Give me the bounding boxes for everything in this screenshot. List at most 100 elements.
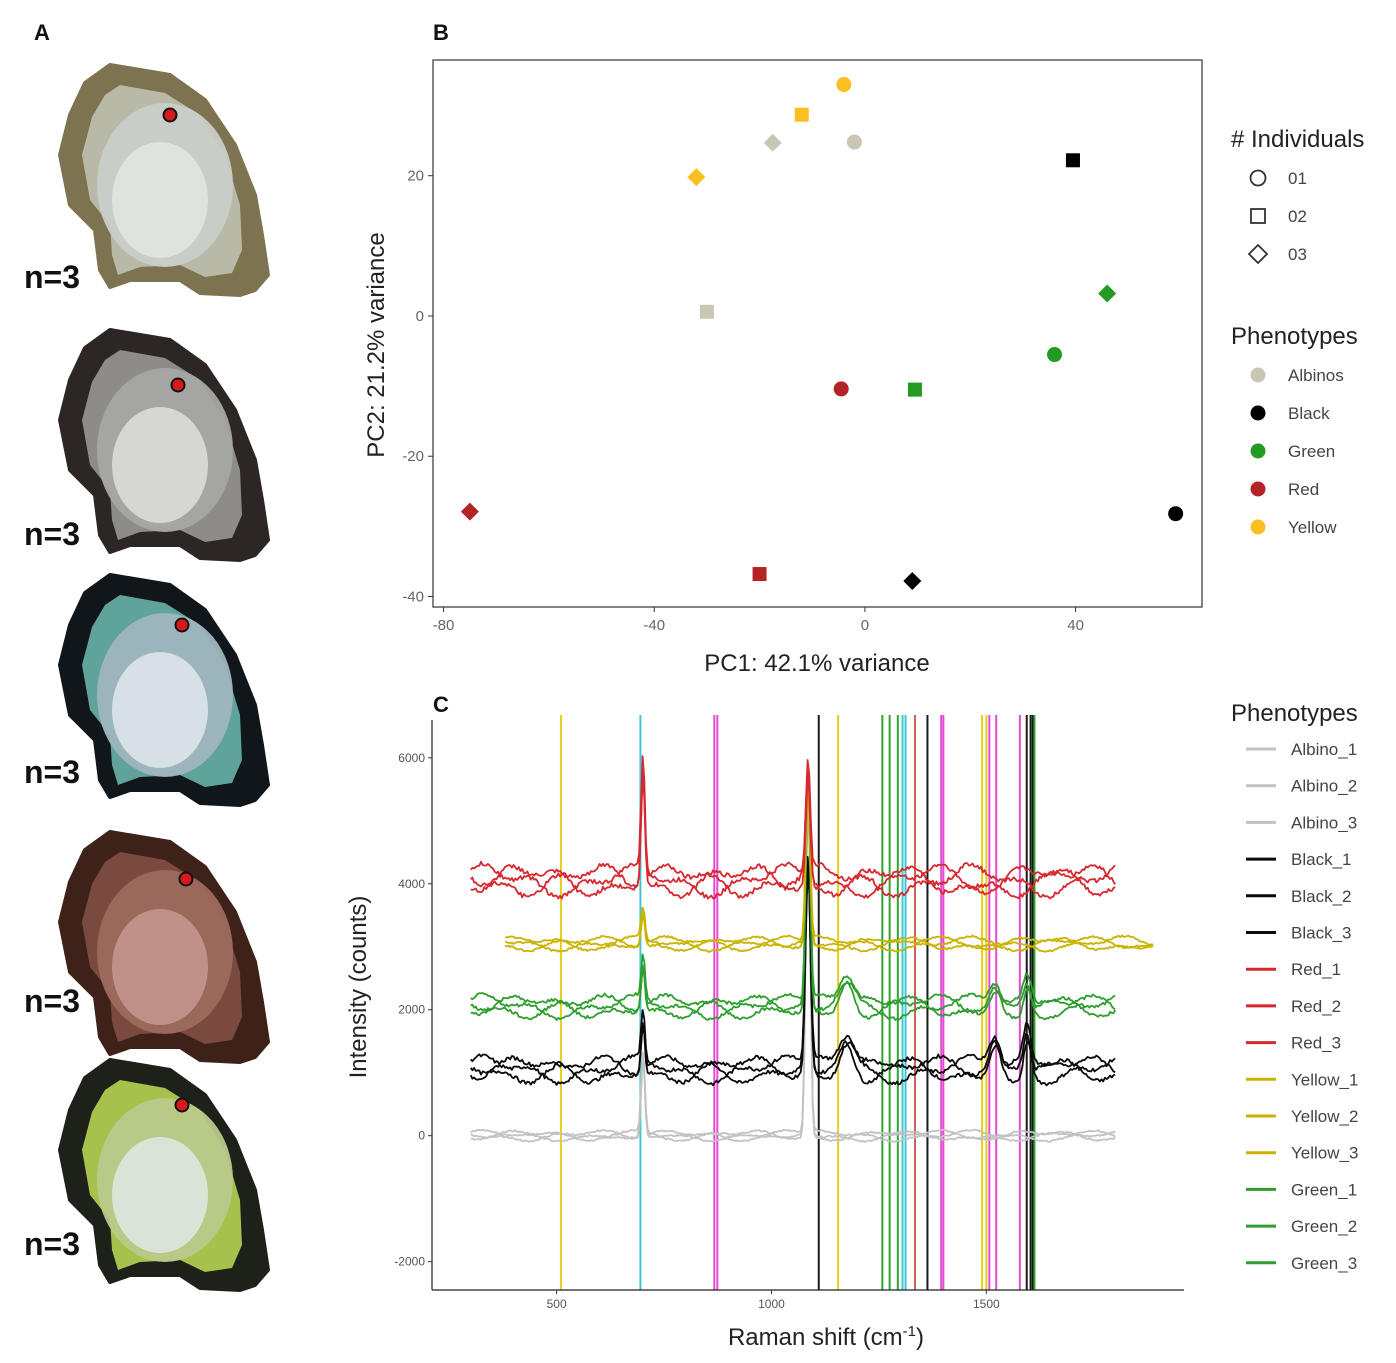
legend-shape-label: 03 [1288,245,1307,264]
legend-color-label: Black [1288,404,1330,423]
spectrum-yellow-1 [504,778,1154,953]
legend-series-label: Green_1 [1291,1180,1357,1199]
pca-point-green [907,382,922,397]
x-tick-label: 1500 [973,1297,1000,1311]
pca-y-axis-label: PC2: 21.2% variance [363,232,390,457]
legend-shape-circle-icon [1249,169,1267,187]
spectrum-red-3 [470,774,1116,900]
pca-point-black [1168,506,1184,522]
shell-photo: n=3 [24,63,270,297]
x-tick-label: -40 [643,617,665,634]
shell-nacre-highlight [112,652,208,768]
legend-series-label: Black_2 [1291,887,1351,906]
legend-series-label: Yellow_3 [1291,1144,1358,1163]
legend-color-label: Red [1288,480,1319,499]
legend-color-label: Green [1288,442,1335,461]
y-tick-label: -2000 [394,1255,425,1269]
shell-photo: n=3 [24,328,270,562]
x-tick-label: 0 [861,617,869,634]
raman-legend: Phenotypes Albino_1 Albino_2 Albino_3 Black… [1231,700,1358,1273]
sampling-point-marker [178,871,194,887]
raman-spectra-plot: 500 1000 1500 6000 4000 2000 0 -2000 Raman shif… [345,715,1184,1351]
color-legend: Albinos Black Green Red Yellow [1250,366,1344,537]
legend-series-label: Black_1 [1291,850,1351,869]
raman-legend-items: Albino_1 Albino_2 Albino_3 Black_1 Black_2 Bl… [1246,740,1358,1273]
x-tick-label: 500 [547,1297,567,1311]
legend-phenotypes-title: Phenotypes [1231,323,1358,350]
pca-point-green [1047,347,1063,363]
spectrum-albino-3 [470,778,1116,1143]
legend-color-label: Yellow [1288,518,1337,537]
legend-color-swatch [1250,443,1266,459]
pca-point-red [460,502,479,521]
legend-shape-label: 01 [1288,169,1307,188]
pca-point-green [1098,284,1117,303]
pca-x-axis-label: PC1: 42.1% variance [704,650,929,677]
y-tick-label: 20 [407,168,424,185]
legend-series-label: Red_3 [1291,1034,1341,1053]
shape-legend: 01 02 03 [1247,169,1307,265]
legend-shape-square-icon [1250,208,1266,224]
y-tick-label: 0 [416,308,424,325]
panel-a-label: A [34,20,50,45]
y-tick-label: -40 [402,588,424,605]
legend-color-label: Albinos [1288,366,1344,385]
sample-count-label: n=3 [24,259,80,295]
legend-individuals-title: # Individuals [1231,126,1364,153]
raman-ticks: 500 1000 1500 6000 4000 2000 0 -2000 [394,751,1000,1311]
pca-point-red [752,567,767,582]
sample-count-label: n=3 [24,516,80,552]
pca-ticks: -80 -40 0 40 20 0 -20 -40 [402,168,1084,634]
shell-photo: n=3 [24,1058,270,1292]
y-tick-label: 0 [418,1129,425,1143]
legend-color-swatch [1250,519,1266,535]
sampling-point-marker [174,617,190,633]
panel-c-label: C [433,692,449,717]
legend-series-label: Green_3 [1291,1254,1357,1273]
legend-series-label: Yellow_2 [1291,1107,1358,1126]
x-tick-label: 1000 [758,1297,785,1311]
legend-series-label: Albino_3 [1291,813,1357,832]
legend-series-label: Yellow_1 [1291,1070,1358,1089]
shell-nacre-highlight [112,407,208,523]
pca-point-black [903,572,922,591]
spectrum-green-1 [470,761,1116,1021]
spectrum-black-1 [469,856,1116,1087]
x-tick-label: 40 [1067,617,1084,634]
spectrum-black-3 [469,867,1116,1086]
y-tick-label: 4000 [398,877,425,891]
raman-legend-title: Phenotypes [1231,700,1358,727]
pca-scatter-plot: -80 -40 0 40 20 0 -20 -40 PC1: 42.1% variance P… [363,59,1203,677]
legend-series-label: Green_2 [1291,1217,1357,1236]
spectrum-albino-1 [470,772,1116,1143]
sampling-point-marker [162,107,178,123]
pca-point-yellow [836,77,852,93]
spectrum-red-1 [470,759,1116,900]
pca-point-albinos [846,134,862,150]
legend-series-label: Black_3 [1291,924,1351,943]
raman-reference-lines [559,715,1036,1290]
spectrum-green-3 [470,776,1116,1021]
shell-nacre-highlight [112,1137,208,1253]
legend-series-label: Red_2 [1291,997,1341,1016]
y-tick-label: 2000 [398,1003,425,1017]
legend-shape-label: 02 [1288,207,1307,226]
spectrum-black-2 [470,861,1116,1087]
shell-photo: n=3 [24,830,270,1064]
raman-series [469,755,1154,1143]
legend-color-swatch [1250,405,1266,421]
sample-count-label: n=3 [24,983,80,1019]
pca-points [460,77,1184,591]
pca-plot-frame [432,59,1203,608]
pca-point-black [1065,153,1080,168]
spectrum-albino-2 [470,776,1116,1143]
spectrum-green-2 [470,770,1116,1021]
legend-series-label: Albino_2 [1291,777,1357,796]
sampling-point-marker [170,377,186,393]
raman-x-axis-label: Raman shift (cm-1) [728,1323,924,1351]
spectrum-yellow-2 [504,780,1154,953]
sampling-point-marker [174,1097,190,1113]
legend-color-swatch [1250,481,1266,497]
shell-photo: n=3 [24,573,270,807]
